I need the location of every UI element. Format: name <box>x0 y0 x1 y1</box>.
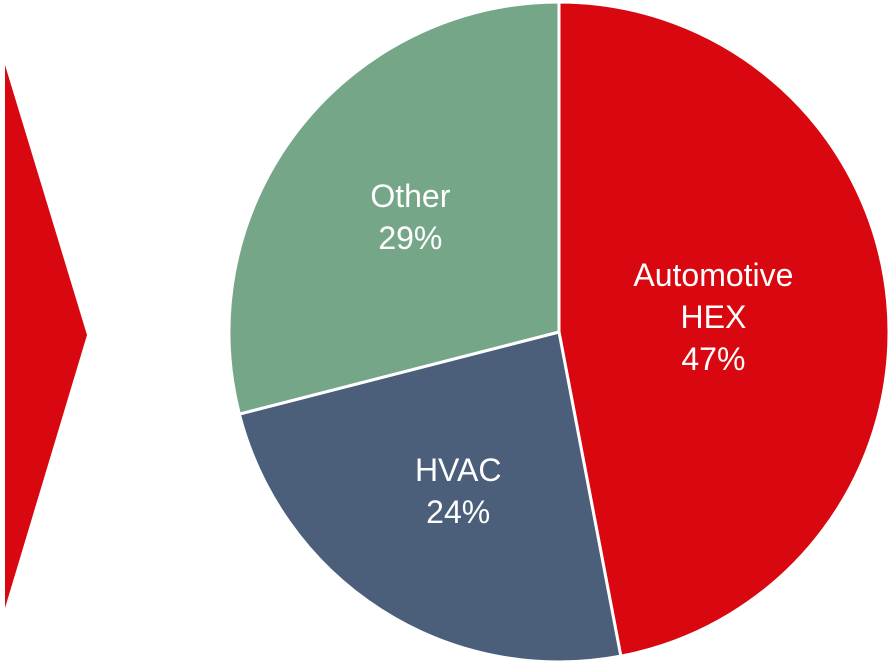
pie-slice <box>237 330 623 661</box>
arrow-shape <box>5 65 87 608</box>
slice-label: Other 29% <box>315 175 505 259</box>
pie-slice <box>227 0 561 416</box>
pie-slice <box>557 0 889 658</box>
category-label: Other <box>370 177 451 214</box>
category-label: Automotive HEX <box>633 257 794 336</box>
value-label: 24% <box>426 493 491 530</box>
value-label: 29% <box>378 219 443 256</box>
slice-label: Automotive HEX 47% <box>618 254 808 380</box>
category-label: HVAC <box>414 451 502 488</box>
value-label: 47% <box>681 341 746 378</box>
slice-label: HVAC 24% <box>363 449 553 533</box>
